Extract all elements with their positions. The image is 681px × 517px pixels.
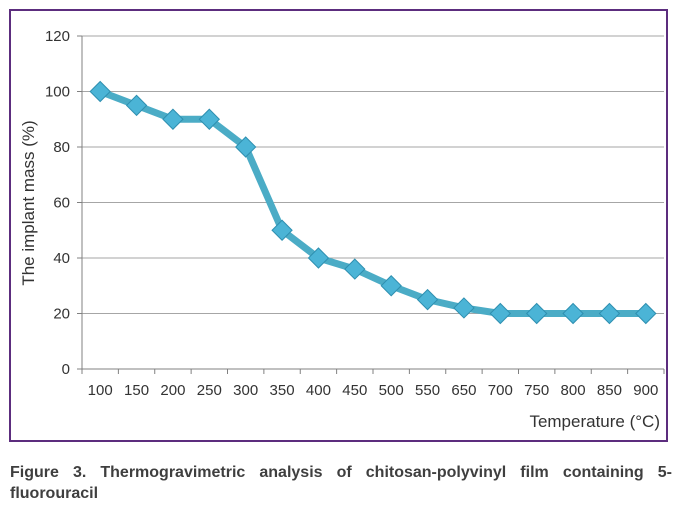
grid-lines <box>82 35 664 314</box>
data-point-300 <box>234 136 257 158</box>
x-tick-label-800: 800 <box>561 382 586 399</box>
data-point-900 <box>635 302 657 325</box>
x-tick-label-550: 550 <box>415 382 440 399</box>
y-tick-label-120: 120 <box>45 28 70 45</box>
thermogravimetric-line-chart: Temperature (°C) The implant mass (%) 0 2… <box>19 28 665 431</box>
x-tick-label-100: 100 <box>88 382 113 399</box>
y-tick-label-20: 20 <box>53 306 70 323</box>
x-tick-label-450: 450 <box>342 382 367 399</box>
x-axis-title: Temperature (°C) <box>529 412 660 431</box>
y-tick-label-0: 0 <box>62 361 70 378</box>
x-tick-label-350: 350 <box>270 382 295 399</box>
x-tick-label-650: 650 <box>451 382 476 399</box>
x-tick-label-500: 500 <box>379 382 404 399</box>
data-point-750 <box>525 302 548 325</box>
data-point-450 <box>344 258 366 280</box>
x-tick-label-700: 700 <box>488 382 513 399</box>
data-point-500 <box>380 275 402 297</box>
figure-caption: Figure 3. Thermogravimetric analysis of … <box>10 464 672 502</box>
data-point-400 <box>307 247 330 269</box>
data-point-200 <box>162 108 184 130</box>
y-tick-label-40: 40 <box>53 250 70 267</box>
data-point-350 <box>271 219 293 241</box>
x-tick-label-900: 900 <box>633 382 658 399</box>
y-axis-title: The implant mass (%) <box>19 120 38 285</box>
y-tick-label-80: 80 <box>53 139 70 156</box>
data-point-150 <box>125 94 148 117</box>
y-tick-label-100: 100 <box>45 84 70 101</box>
series-line <box>96 88 650 317</box>
x-tick-label-750: 750 <box>524 382 549 399</box>
data-point-850 <box>598 302 621 325</box>
axes <box>77 35 665 374</box>
x-tick-label-400: 400 <box>306 382 331 399</box>
data-point-100 <box>89 80 111 103</box>
x-tick-label-200: 200 <box>160 382 185 399</box>
x-tick-label-300: 300 <box>233 382 258 399</box>
data-point-650 <box>453 297 475 319</box>
data-point-550 <box>416 288 439 311</box>
x-tick-label-250: 250 <box>197 382 222 399</box>
data-point-250 <box>198 108 221 130</box>
data-point-800 <box>562 302 584 325</box>
axis-labels: Temperature (°C) The implant mass (%) 0 2… <box>19 28 660 431</box>
x-tick-label-850: 850 <box>597 382 622 399</box>
y-tick-label-60: 60 <box>53 195 70 212</box>
data-point-700 <box>489 302 512 325</box>
series <box>89 80 657 325</box>
x-tick-label-150: 150 <box>124 382 149 399</box>
